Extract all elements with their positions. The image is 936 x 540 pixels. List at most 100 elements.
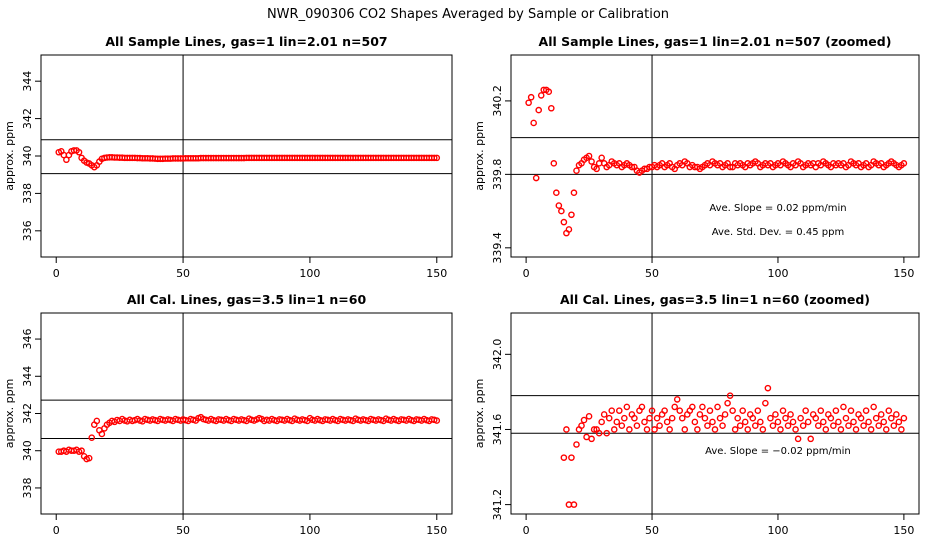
data-point [568,454,575,461]
x-tick-label: 150 [426,524,447,537]
data-point [689,403,696,411]
data-point [570,189,578,197]
y-tick-label: 338 [21,183,34,204]
data-point [706,407,714,414]
data-point [93,417,101,425]
data-point [600,411,608,418]
chart-title: All Sample Lines, gas=1 lin=2.01 n=507 (… [539,34,892,49]
y-axis-label: approx. ppm [3,121,16,191]
x-tick-label: 50 [176,267,190,280]
data-point [792,426,799,433]
data-point [570,501,578,508]
y-tick-label: 336 [21,220,34,241]
data-point [711,426,719,433]
data-point [598,418,605,426]
chart-title: All Cal. Lines, gas=3.5 lin=1 n=60 (zoom… [560,292,870,307]
data-point [779,407,787,414]
data-point [850,418,857,426]
data-point [893,411,900,418]
data-point [882,426,890,433]
data-point [678,414,686,422]
data-point [704,422,711,430]
x-tick-label: 50 [645,524,659,537]
data-point [757,418,764,426]
x-tick-label: 100 [299,267,320,280]
data-point [605,414,613,422]
data-point [731,426,739,433]
data-point [553,189,560,197]
data-point [782,414,789,422]
x-tick-label: 100 [767,267,788,280]
y-tick-label: 344 [21,71,34,92]
y-tick-label: 342 [21,403,34,424]
data-point [626,426,633,433]
data-point [789,418,797,426]
y-axis-label: approx. ppm [473,379,486,449]
x-tick-label: 100 [767,524,788,537]
data-point [827,414,835,422]
data-point [656,422,663,430]
data-point [807,435,815,443]
data-point [545,88,553,96]
data-point [430,154,438,162]
data-point [668,414,676,422]
chart-annotation: Ave. Slope = −0.02 ppm/min [705,446,851,457]
data-point [694,426,701,433]
data-point [699,403,706,411]
data-point [643,426,651,433]
data-point [663,418,671,426]
data-point [641,418,648,426]
data-point [724,399,731,407]
data-point [560,454,568,461]
data-point [872,414,880,422]
panels: All Sample Lines, gas=1 lin=2.01 n=507 0 5… [3,34,920,537]
data-point [85,454,93,462]
data-point [613,418,621,426]
data-point [618,422,626,430]
data-point [716,414,724,422]
data-point [744,426,752,433]
data-point [837,426,845,433]
data-point [681,426,689,433]
y-tick-label: 346 [21,329,34,350]
y-tick-label: 340.2 [491,85,504,117]
data-point [847,407,855,414]
chart-annotation: Ave. Slope = 0.02 ppm/min [709,203,846,214]
x-tick-label: 150 [426,267,447,280]
data-point [774,418,782,426]
x-tick-label: 0 [53,267,60,280]
y-tick-label: 340 [21,146,34,167]
data-point [835,418,842,426]
data-point [762,399,769,407]
data-point [890,422,898,430]
data-point [671,403,679,411]
data-point [814,422,822,430]
data-point [875,422,883,430]
data-point [560,218,568,226]
data-point [734,414,741,422]
y-tick-label: 342.0 [491,339,504,371]
data-point [736,422,744,430]
data-point [898,426,905,433]
data-point [623,403,631,411]
data-point [709,418,716,426]
data-point [691,418,699,426]
data-point [563,426,570,433]
data-point [880,418,888,426]
data-point [867,426,875,433]
data-point [550,160,558,167]
data-point [764,384,772,392]
data-point [88,434,96,441]
y-tick-label: 342 [21,108,34,129]
y-tick-label: 340 [21,440,34,461]
data-point [860,422,867,430]
data-point [862,407,870,414]
data-point [817,407,825,414]
data-point [433,417,441,424]
data-point [751,422,759,430]
data-point [840,403,847,411]
y-tick-label: 341.2 [491,489,504,521]
data-point [573,441,580,448]
data-point [870,403,877,411]
